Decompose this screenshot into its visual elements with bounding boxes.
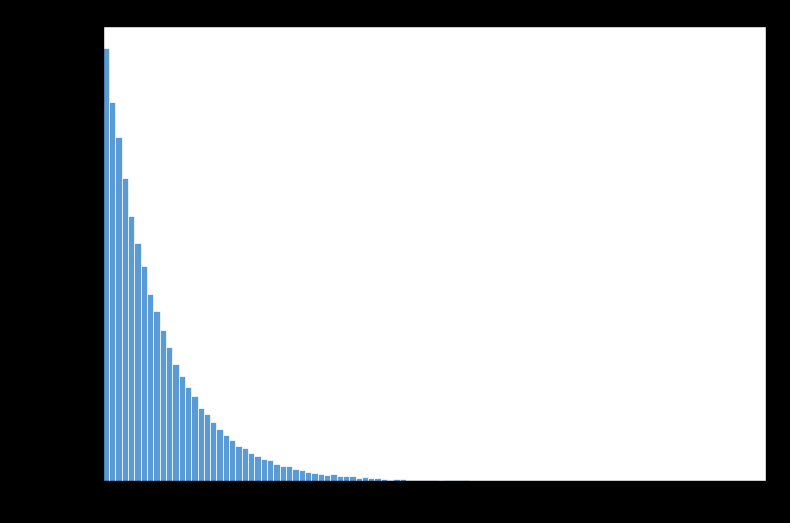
Bar <box>374 479 381 481</box>
Bar <box>166 347 172 481</box>
Bar <box>153 311 160 481</box>
Bar <box>305 472 311 481</box>
Bar <box>273 464 280 481</box>
Bar <box>349 476 356 481</box>
Bar <box>134 243 141 481</box>
Bar <box>254 456 261 481</box>
Bar <box>419 480 425 481</box>
Bar <box>400 480 406 481</box>
Bar <box>109 102 115 481</box>
Bar <box>128 215 134 481</box>
Bar <box>242 448 248 481</box>
Bar <box>198 408 204 481</box>
Bar <box>444 480 450 481</box>
Bar <box>318 473 324 481</box>
Bar <box>324 474 330 481</box>
Bar <box>147 293 153 481</box>
Bar <box>337 476 343 481</box>
Bar <box>248 453 254 481</box>
Bar <box>223 435 229 481</box>
Bar <box>362 477 368 481</box>
Bar <box>286 467 292 481</box>
Bar <box>280 465 286 481</box>
Bar <box>210 422 216 481</box>
Bar <box>185 387 191 481</box>
Bar <box>115 137 122 481</box>
Bar <box>172 363 179 481</box>
Bar <box>412 480 419 481</box>
Bar <box>216 429 223 481</box>
Bar <box>191 396 198 481</box>
Bar <box>343 476 349 481</box>
Bar <box>393 479 400 481</box>
Bar <box>141 266 147 481</box>
Bar <box>122 178 128 481</box>
Bar <box>292 469 299 481</box>
Bar <box>450 480 457 481</box>
Bar <box>381 479 387 481</box>
Bar <box>356 478 362 481</box>
Bar <box>406 480 412 481</box>
Bar <box>299 470 305 481</box>
Bar <box>387 480 393 481</box>
Bar <box>261 459 267 481</box>
Bar <box>160 331 166 481</box>
Bar <box>457 480 463 481</box>
Bar <box>235 446 242 481</box>
Bar <box>368 478 374 481</box>
Bar <box>330 474 337 481</box>
Bar <box>431 480 438 481</box>
Bar <box>311 473 318 481</box>
Bar <box>229 440 235 481</box>
Bar <box>179 376 185 481</box>
Bar <box>204 414 210 481</box>
Bar <box>267 460 273 481</box>
Bar <box>103 48 109 481</box>
